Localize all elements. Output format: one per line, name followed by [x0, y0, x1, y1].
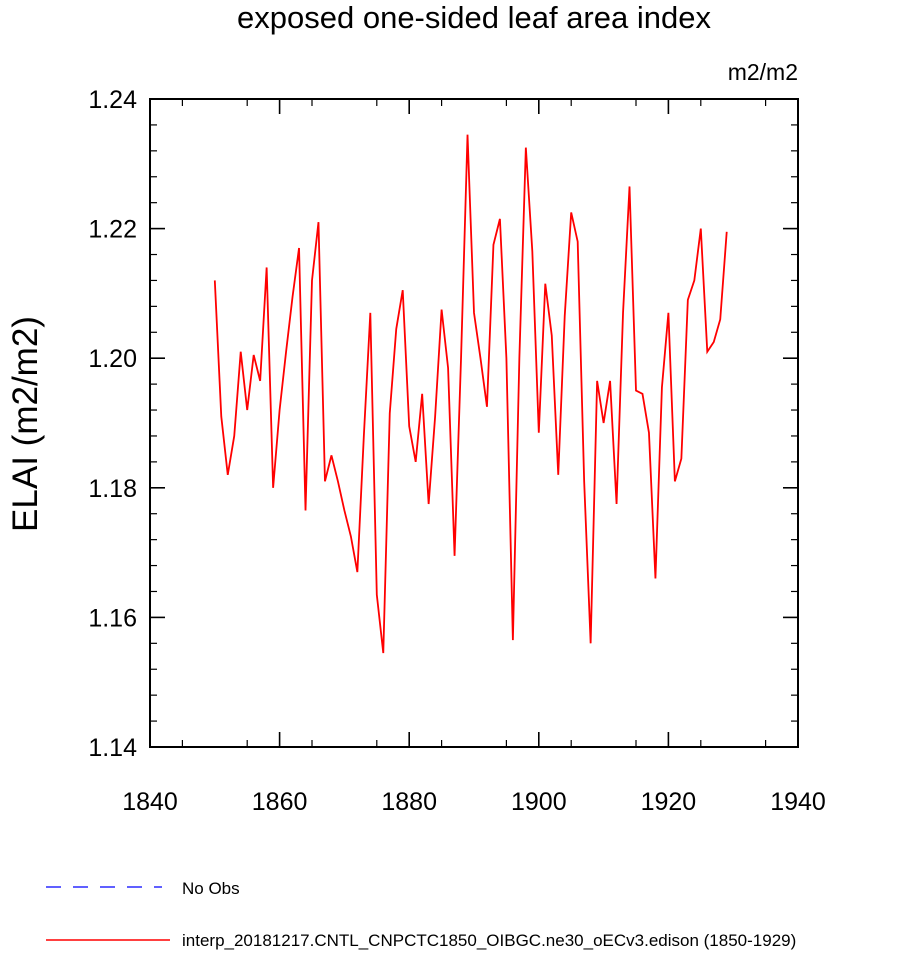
series-layer [213, 134, 728, 654]
y-tick-label: 1.14 [88, 734, 137, 762]
x-tick-label: 1900 [511, 788, 567, 816]
x-tick-label: 1940 [770, 788, 826, 816]
y-axis-label: ELAI (m2/m2) [6, 316, 45, 532]
y-tick-label: 1.16 [88, 604, 137, 632]
y-tick-label: 1.18 [88, 475, 137, 503]
legend-label-model-run: interp_20181217.CNTL_CNPCTC1850_OIBGC.ne… [182, 931, 796, 950]
x-tick-label: 1880 [381, 788, 437, 816]
x-tick-label: 1920 [641, 788, 697, 816]
y-tick-label: 1.24 [88, 86, 137, 114]
plot-frame [149, 98, 799, 748]
chart-title: exposed one-sided leaf area index [237, 0, 711, 35]
x-tick-label: 1860 [252, 788, 308, 816]
x-tick-label: 1840 [122, 788, 178, 816]
tick-labels: 1840 1860 1880 1900 1920 1940 1.14 1.16 1.18 1.20… [88, 86, 825, 816]
units-label: m2/m2 [728, 59, 798, 85]
y-tick-label: 1.20 [88, 345, 137, 373]
legend: No Obs interp_20181217.CNTL_CNPCTC1850_O… [46, 879, 796, 950]
series-line-model-run [213, 134, 728, 654]
y-tick-label: 1.22 [88, 216, 137, 244]
axis-ticks [149, 98, 799, 748]
legend-label-no-obs: No Obs [182, 879, 240, 898]
